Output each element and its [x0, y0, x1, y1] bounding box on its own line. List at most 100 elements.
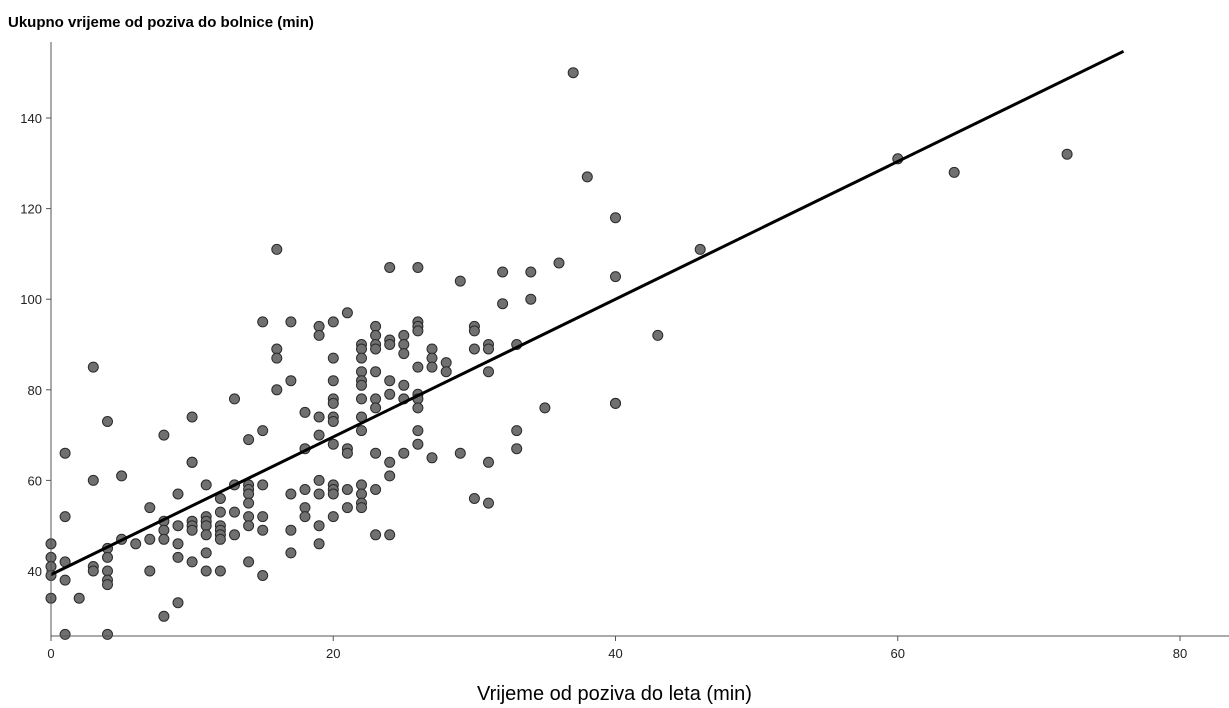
- data-point: [483, 497, 494, 509]
- data-point: [186, 524, 198, 536]
- x-tick-label: 80: [1173, 646, 1187, 661]
- data-point: [299, 484, 311, 495]
- data-point: [468, 325, 480, 337]
- data-point: [59, 511, 71, 523]
- data-point: [370, 484, 382, 495]
- data-point: [59, 574, 71, 586]
- data-point: [398, 339, 410, 350]
- data-point: [257, 570, 269, 581]
- data-point: [186, 556, 198, 568]
- data-point: [285, 524, 297, 536]
- data-point: [468, 493, 480, 504]
- data-point: [652, 329, 664, 341]
- data-point: [440, 357, 452, 369]
- data-point: [525, 293, 537, 305]
- data-point: [172, 520, 184, 532]
- data-point: [426, 452, 438, 464]
- data-point: [454, 447, 466, 459]
- data-point: [327, 375, 339, 387]
- data-point: [271, 352, 283, 364]
- data-point: [468, 343, 480, 355]
- data-point: [116, 470, 128, 482]
- x-tick-label: 0: [47, 646, 54, 661]
- data-point: [313, 538, 325, 550]
- data-point: [158, 610, 170, 622]
- data-point: [299, 511, 311, 523]
- data-point: [257, 524, 269, 536]
- data-point: [426, 361, 438, 373]
- y-tick-label: 80: [28, 383, 42, 398]
- data-point: [384, 456, 396, 468]
- data-point: [158, 533, 170, 545]
- data-point: [285, 488, 297, 500]
- data-point: [356, 393, 367, 405]
- data-point: [158, 429, 170, 441]
- data-point: [454, 275, 466, 287]
- data-point: [398, 348, 410, 360]
- data-point: [412, 425, 424, 437]
- data-point: [398, 447, 410, 459]
- data-point: [59, 447, 71, 459]
- data-point: [229, 506, 240, 518]
- data-point: [271, 243, 283, 255]
- data-point: [384, 529, 396, 541]
- data-point: [186, 456, 198, 468]
- x-tick-label: 20: [326, 646, 340, 661]
- data-point: [200, 479, 212, 491]
- data-point: [299, 406, 311, 418]
- data-point: [525, 266, 537, 278]
- data-point: [567, 67, 579, 79]
- data-point: [313, 411, 325, 423]
- data-point: [327, 511, 339, 523]
- data-point: [412, 262, 424, 273]
- y-ticks: 40 60 80 100 120 140: [20, 111, 51, 579]
- data-point: [285, 375, 297, 387]
- y-tick-label: 100: [20, 292, 42, 307]
- data-point: [497, 298, 509, 310]
- data-point: [172, 538, 184, 550]
- data-point: [370, 447, 382, 459]
- y-tick-label: 60: [28, 473, 42, 488]
- data-point: [440, 366, 452, 378]
- data-point: [102, 565, 113, 577]
- data-point: [313, 520, 325, 532]
- data-point: [243, 556, 255, 568]
- data-point: [327, 416, 339, 427]
- data-point: [130, 538, 142, 550]
- data-point: [610, 212, 621, 224]
- data-point: [327, 352, 339, 364]
- data-point: [356, 425, 367, 437]
- data-point: [356, 479, 367, 491]
- data-point: [1061, 148, 1073, 160]
- data-point: [313, 429, 325, 441]
- data-point: [370, 402, 382, 414]
- data-point: [172, 597, 184, 609]
- data-point: [102, 628, 113, 640]
- data-point: [356, 502, 367, 514]
- x-axis-title: Vrijeme od poziva do leta (min): [477, 683, 752, 705]
- data-point: [87, 361, 99, 373]
- data-point: [243, 511, 255, 523]
- data-point: [73, 592, 85, 604]
- data-point: [483, 366, 494, 378]
- y-tick-label: 40: [28, 564, 42, 579]
- data-point: [370, 366, 382, 378]
- data-point: [398, 329, 410, 341]
- data-point: [511, 425, 523, 437]
- data-point: [356, 379, 367, 391]
- data-point: [370, 329, 382, 341]
- data-point: [412, 438, 424, 450]
- data-point: [200, 520, 212, 532]
- data-point: [341, 447, 353, 459]
- data-point: [243, 434, 255, 446]
- regression-line: [50, 49, 1125, 576]
- data-point: [200, 565, 212, 577]
- data-point: [144, 565, 156, 577]
- data-point: [229, 529, 240, 541]
- x-ticks: 0 20 40 60 80: [47, 636, 1187, 661]
- data-point: [412, 325, 424, 337]
- data-point: [511, 443, 523, 455]
- data-point: [144, 502, 156, 514]
- data-point: [257, 425, 269, 437]
